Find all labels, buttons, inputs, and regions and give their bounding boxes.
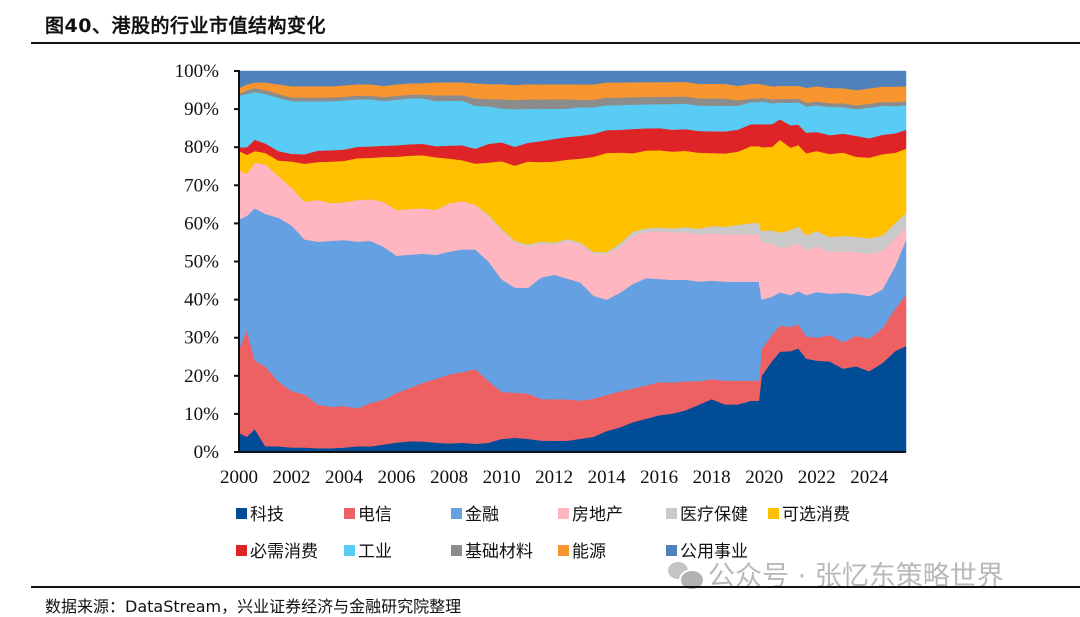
area-series-10	[238, 70, 907, 91]
legend-label: 公用事业	[680, 542, 748, 562]
legend-swatch	[768, 508, 779, 519]
legend-label: 房地产	[572, 505, 623, 525]
x-tick-label: 2014	[588, 467, 627, 488]
legend-swatch	[344, 508, 355, 519]
legend-swatch	[236, 545, 247, 556]
y-tick-label: 20%	[184, 366, 219, 387]
legend-swatch	[666, 545, 677, 556]
legend-label: 能源	[572, 542, 606, 562]
legend-item: 可选消费	[768, 505, 850, 525]
legend-label: 金融	[465, 505, 499, 525]
y-tick-label: 70%	[184, 175, 219, 196]
legend-item: 金融	[451, 505, 499, 525]
y-tick-label: 30%	[184, 328, 219, 349]
y-axis-ticks: 0% 10% 20% 30% 40% 50% 60% 70% 80% 90% 100%	[175, 61, 239, 463]
legend-item: 医疗保健	[666, 505, 748, 525]
legend-swatch	[666, 508, 677, 519]
x-tick-label: 2022	[798, 467, 836, 488]
x-axis-ticks: 2000 2002 2004 2006 2008 2010 2012 2014 2016 2018…	[220, 467, 889, 488]
legend-label: 可选消费	[782, 505, 850, 525]
wechat-icon	[668, 560, 705, 591]
legend-swatch	[236, 508, 247, 519]
legend-item: 科技	[236, 505, 284, 525]
figure-title: 图40、港股的行业市值结构变化	[45, 15, 326, 37]
legend-label: 工业	[358, 542, 392, 562]
legend-swatch	[451, 545, 462, 556]
source-note: 数据来源：DataStream，兴业证券经济与金融研究院整理	[45, 597, 462, 616]
y-tick-label: 80%	[184, 137, 219, 158]
x-tick-label: 2016	[640, 467, 678, 488]
y-tick-label: 100%	[175, 61, 220, 82]
legend-item: 工业	[344, 542, 392, 562]
x-tick-label: 2018	[693, 467, 731, 488]
x-tick-label: 2020	[745, 467, 783, 488]
x-tick-label: 2002	[273, 467, 311, 488]
area-series-group	[238, 70, 907, 453]
legend-label: 医疗保健	[680, 505, 748, 525]
y-tick-label: 40%	[184, 290, 219, 311]
legend-item: 房地产	[558, 505, 623, 525]
legend-label: 必需消费	[250, 542, 318, 562]
x-tick-label: 2004	[325, 467, 364, 488]
legend-label: 基础材料	[465, 542, 533, 562]
x-tick-label: 2006	[378, 467, 416, 488]
legend-label: 电信	[358, 505, 392, 525]
source-rule	[31, 586, 1080, 588]
legend-swatch	[558, 508, 569, 519]
y-tick-label: 10%	[184, 404, 219, 425]
legend-swatch	[558, 545, 569, 556]
x-tick-label: 2012	[535, 467, 573, 488]
x-tick-label: 2024	[850, 467, 889, 488]
y-tick-label: 0%	[194, 442, 220, 463]
legend-swatch	[344, 545, 355, 556]
legend-item: 公用事业	[666, 542, 748, 562]
y-tick-label: 90%	[184, 99, 219, 120]
x-tick-label: 2008	[430, 467, 468, 488]
y-tick-label: 50%	[184, 252, 219, 273]
legend-label: 科技	[250, 505, 284, 525]
x-tick-label: 2010	[483, 467, 521, 488]
legend-item: 必需消费	[236, 542, 318, 562]
x-tick-label: 2000	[220, 467, 258, 488]
legend-item: 电信	[344, 505, 392, 525]
title-rule	[31, 42, 1080, 44]
legend-item: 基础材料	[451, 542, 533, 562]
legend-swatch	[451, 508, 462, 519]
legend-item: 能源	[558, 542, 606, 562]
y-tick-label: 60%	[184, 213, 219, 234]
